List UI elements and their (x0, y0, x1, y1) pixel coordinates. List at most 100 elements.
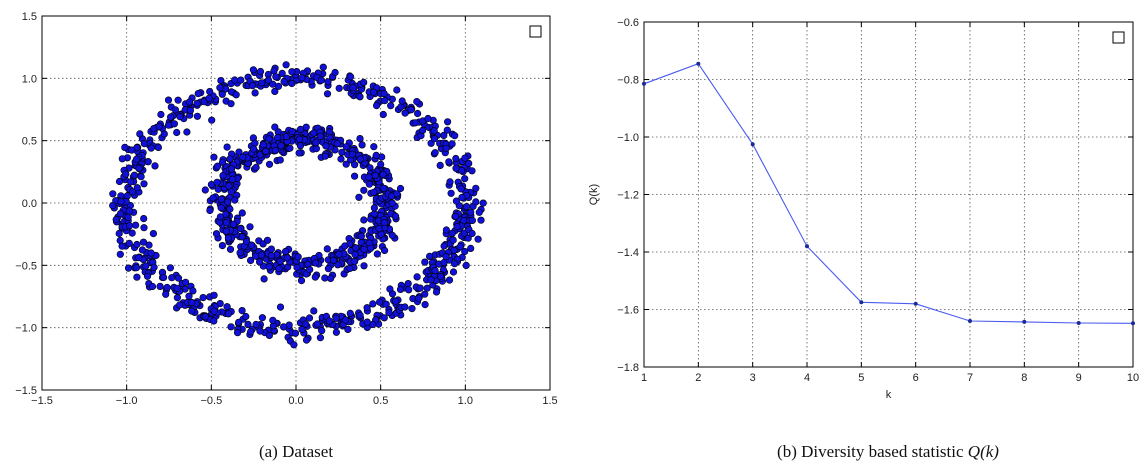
scatter-point (257, 251, 266, 259)
scatter-point (256, 67, 265, 76)
y-tick-label: −1.0 (15, 323, 37, 335)
scatter-point (135, 254, 143, 262)
scatter-point (140, 224, 148, 232)
scatter-point (176, 112, 184, 121)
scatter-point (453, 223, 461, 231)
scatter-point (216, 84, 224, 92)
x-tick-label: 10 (1127, 372, 1139, 384)
scatter-point (463, 203, 471, 211)
scatter-point (160, 273, 168, 282)
scatter-point (117, 198, 125, 206)
scatter-point (430, 127, 438, 135)
scatter-point (396, 285, 405, 294)
scatter-point (154, 143, 162, 151)
scatter-point (333, 140, 341, 148)
scatter-point (352, 244, 360, 252)
scatter-point (379, 170, 387, 179)
scatter-point (231, 196, 239, 204)
scatter-point (398, 97, 406, 105)
scatter-point (263, 236, 272, 244)
scatter-point (380, 89, 388, 98)
scatter-point (229, 220, 238, 228)
scatter-point (224, 234, 232, 242)
x-tick-label: −1.0 (116, 395, 138, 407)
x-tick-label: 5 (858, 372, 864, 384)
y-tick-label: 1.5 (22, 11, 37, 23)
scatter-point (411, 119, 419, 127)
scatter-point (239, 153, 247, 161)
scatter-point (210, 291, 218, 299)
caption-b: (b) Diversity based statistic Q(k) (777, 442, 999, 461)
scatter-point (236, 249, 244, 257)
scatter-point (404, 280, 412, 288)
scatter-point (127, 178, 135, 186)
data-point (913, 301, 918, 306)
scatter-point (222, 227, 230, 235)
scatter-point (277, 142, 285, 150)
scatter-point (288, 68, 296, 76)
scatter-point (360, 78, 368, 86)
scatter-point (431, 267, 439, 275)
scatter-point (260, 275, 268, 283)
scatter-point (209, 194, 217, 202)
scatter-point (224, 198, 232, 206)
scatter-point (464, 234, 472, 242)
y-tick-label: −1.4 (617, 247, 639, 259)
scatter-point (258, 314, 267, 322)
scatter-point (271, 123, 279, 131)
scatter-panel: −1.5 −1.0 −0.5 0.0 0.5 1.0 1.5 −1.5 −1.0 −0.5 0.0 0… (15, 11, 557, 461)
scatter-point (256, 258, 264, 266)
scatter-point (118, 242, 126, 250)
scatter-point (150, 263, 158, 271)
series-line-qk (643, 63, 1134, 324)
scatter-point (436, 161, 444, 169)
scatter-point (218, 158, 227, 166)
scatter-point (238, 209, 246, 217)
scatter-point (276, 156, 284, 164)
y-tick-label: −1.5 (15, 385, 37, 397)
scatter-point (372, 151, 380, 159)
scatter-point (375, 225, 383, 233)
scatter-point (218, 242, 226, 250)
scatter-point (393, 86, 401, 94)
scatter-point (373, 101, 381, 110)
scatter-point (319, 63, 327, 71)
scatter-point (312, 139, 320, 147)
scatter-point (121, 143, 129, 151)
scatter-point (188, 307, 196, 315)
y-tick-label: −1.0 (617, 132, 639, 144)
scatter-point (342, 316, 350, 324)
scatter-point (271, 146, 279, 155)
scatter-point (124, 213, 132, 221)
scatter-point (346, 309, 354, 318)
scatter-point (183, 128, 191, 136)
scatter-point (109, 190, 117, 198)
scatter-point (324, 265, 333, 273)
scatter-point (213, 162, 222, 170)
scatter-point (147, 144, 155, 152)
scatter-point (144, 158, 152, 166)
scatter-point (322, 142, 330, 150)
scatter-point (235, 318, 243, 327)
scatter-point (310, 307, 318, 315)
scatter-point (421, 258, 429, 266)
scatter-point (163, 283, 171, 292)
scatter-point (311, 259, 320, 267)
scatter-point (317, 76, 326, 84)
scatter-point (351, 257, 359, 266)
scatter-point (370, 188, 378, 196)
scatter-point (227, 323, 235, 331)
scatter-point (288, 79, 296, 88)
scatter-point (392, 212, 400, 220)
scatter-point (305, 314, 314, 322)
scatter-point (297, 277, 306, 285)
data-point (805, 244, 809, 249)
scatter-point (274, 134, 282, 142)
scatter-point (174, 96, 182, 104)
scatter-point (137, 173, 145, 181)
y-tick-label: 1.0 (22, 73, 37, 85)
scatter-point (349, 84, 357, 92)
scatter-point (351, 250, 359, 259)
scatter-point (432, 288, 441, 296)
scatter-point (250, 145, 258, 153)
